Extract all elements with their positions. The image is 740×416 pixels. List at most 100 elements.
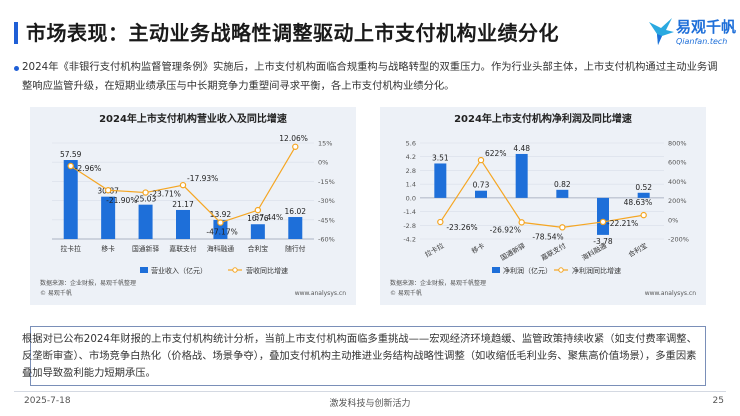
y2-tick-label: 200% <box>668 197 687 205</box>
y-tick-label: -2.8 <box>403 222 416 230</box>
growth-point-2 <box>142 189 149 196</box>
x-tick-label: 合利宝 <box>248 244 269 253</box>
profit-chart: 2024年上市支付机构净利润及同比增速 5.6 4.2 2.8 1.4 0.0 -1.4 -2… <box>390 112 696 297</box>
growth-line <box>439 158 644 228</box>
x-tick-label: 合利宝 <box>627 241 649 259</box>
growth-value-label: 48.63% <box>624 198 653 207</box>
bar-2 <box>515 153 528 198</box>
brand-note: © 易观千帆 <box>40 289 72 297</box>
growth-value-label: -78.54% <box>532 232 563 241</box>
bar-value-label: 3.51 <box>432 153 449 162</box>
site-note: www.analysys.cn <box>645 290 696 297</box>
bar-value-label: 0.82 <box>554 180 571 189</box>
legend-line-label: 营收同比增速 <box>246 266 288 275</box>
bar-5 <box>250 224 265 239</box>
x-tick-label: 拉卡拉 <box>423 241 445 259</box>
bar-5 <box>637 192 650 198</box>
legend-bar-swatch <box>140 267 148 273</box>
bar-value-label: 10.76 <box>247 214 269 223</box>
bar-1 <box>475 190 487 198</box>
growth-value-label: -23.71% <box>150 190 181 199</box>
y-tick-label: -4.2 <box>403 236 416 244</box>
bar-3 <box>176 209 190 239</box>
legend-bar-label: 净利润（亿元） <box>503 266 552 275</box>
brand-logo: 易观千帆 Qianfan.tech <box>646 14 736 50</box>
summary-paragraph: 根据对已公布2024年财报的上市支付机构统计分析，当前上市支付机构面临多重挑战—… <box>22 333 697 379</box>
growth-point-5 <box>254 206 262 214</box>
growth-value-label: 12.06% <box>279 134 308 143</box>
chart-title: 2024年上市支付机构净利润及同比增速 <box>454 112 632 125</box>
y-tick-label: 0.0 <box>406 194 416 202</box>
x-tick-label: 随行付 <box>285 244 306 253</box>
growth-value-label: -21.90% <box>106 196 137 205</box>
growth-value-label: -23.26% <box>446 223 477 232</box>
source-note: 数据来源：企业财报，易观千帆整理 <box>40 279 136 287</box>
growth-value-label: -22.21% <box>607 219 638 228</box>
x-tick-label: 国通新驿 <box>499 241 527 262</box>
footer-slogan: 激发科技与创新活力 <box>329 399 411 409</box>
bar-0 <box>63 160 78 239</box>
bar-value-label: 0.73 <box>473 181 490 190</box>
bar-value-label: -3.78 <box>593 237 613 246</box>
growth-point-0 <box>437 218 444 226</box>
revenue-chart: 2024年上市支付机构营业收入及同比增速 15% 0% -15% -30% -45% -60… <box>40 112 346 297</box>
profit-chart-panel: 2024年上市支付机构净利润及同比增速 5.6 4.2 2.8 1.4 0.0 -1.4 -2… <box>380 107 706 305</box>
y-tick-label: 4.2 <box>406 153 416 161</box>
legend-line-label: 净利润同比增速 <box>572 266 621 275</box>
y2-tick-label: 400% <box>668 178 687 186</box>
y2-tick-label: -200% <box>668 236 689 244</box>
growth-value-label: 622% <box>485 149 506 158</box>
x-tick-label: 海科融通 <box>207 244 234 253</box>
x-tick-label: 移卡 <box>101 244 115 253</box>
y2-tick-label: 600% <box>668 159 687 167</box>
bar-0 <box>434 163 447 198</box>
y2-tick-label: 0% <box>318 159 328 167</box>
chart-title: 2024年上市支付机构营业收入及同比增速 <box>99 112 287 125</box>
growth-point-4 <box>599 218 607 226</box>
title-accent-bar <box>14 22 18 44</box>
legend-bar-label: 营业收入（亿元） <box>151 266 207 275</box>
x-tick-label: 嘉联支付 <box>169 244 196 253</box>
logo-text-cn: 易观千帆 <box>676 18 737 36</box>
legend-line-marker <box>558 267 564 273</box>
summary-box <box>30 326 706 386</box>
y-tick-label: -1.4 <box>403 208 416 216</box>
y2-tick-label: -45% <box>318 216 335 224</box>
x-tick-label: 拉卡拉 <box>61 244 82 253</box>
page-number: 25 <box>712 396 724 406</box>
growth-point-5 <box>640 211 647 219</box>
site-note: www.analysys.cn <box>295 290 346 297</box>
growth-point-2 <box>518 219 525 226</box>
y-tick-label: 5.6 <box>406 140 416 148</box>
growth-value-label: -47.17% <box>206 228 237 237</box>
footer-divider <box>14 391 726 392</box>
growth-point-3 <box>179 181 187 189</box>
y-tick-label: 1.4 <box>406 181 416 189</box>
bar-value-label: 13.92 <box>210 210 232 219</box>
bar-value-label: 16.02 <box>285 207 307 216</box>
bar-3 <box>556 189 569 198</box>
bar-6 <box>288 217 303 239</box>
growth-point-6 <box>292 143 299 150</box>
bar-2 <box>138 204 153 239</box>
bar-value-label: 25.03 <box>135 195 157 204</box>
y2-tick-label: -30% <box>318 197 335 205</box>
x-tick-label: 移卡 <box>470 241 486 256</box>
x-tick-label: 嘉联支付 <box>539 241 567 262</box>
logo-text-en: Qianfan.tech <box>676 37 728 46</box>
growth-point-4 <box>217 219 224 226</box>
growth-value-label: -17.93% <box>187 174 218 183</box>
revenue-chart-panel: 2024年上市支付机构营业收入及同比增速 15% 0% -15% -30% -45% -60… <box>30 107 356 305</box>
bar-value-label: 0.52 <box>635 183 652 192</box>
intro-paragraph: 2024年《非银行支付机构监督管理条例》实施后，上市支付机构面临合规重构与战略转… <box>22 61 718 92</box>
brand-note: © 易观千帆 <box>390 289 422 297</box>
bar-4 <box>597 197 609 235</box>
growth-point-3 <box>559 224 566 231</box>
footer-date: 2025-7-18 <box>24 396 71 406</box>
bullet-dot <box>14 66 19 71</box>
x-tick-label: 国通新驿 <box>132 244 159 253</box>
page-title: 市场表现：主动业务战略性调整驱动上市支付机构业绩分化 <box>26 21 559 45</box>
growth-value-label: -37.44% <box>252 213 283 222</box>
bar-1 <box>101 196 116 239</box>
y2-tick-label: 800% <box>668 140 687 148</box>
